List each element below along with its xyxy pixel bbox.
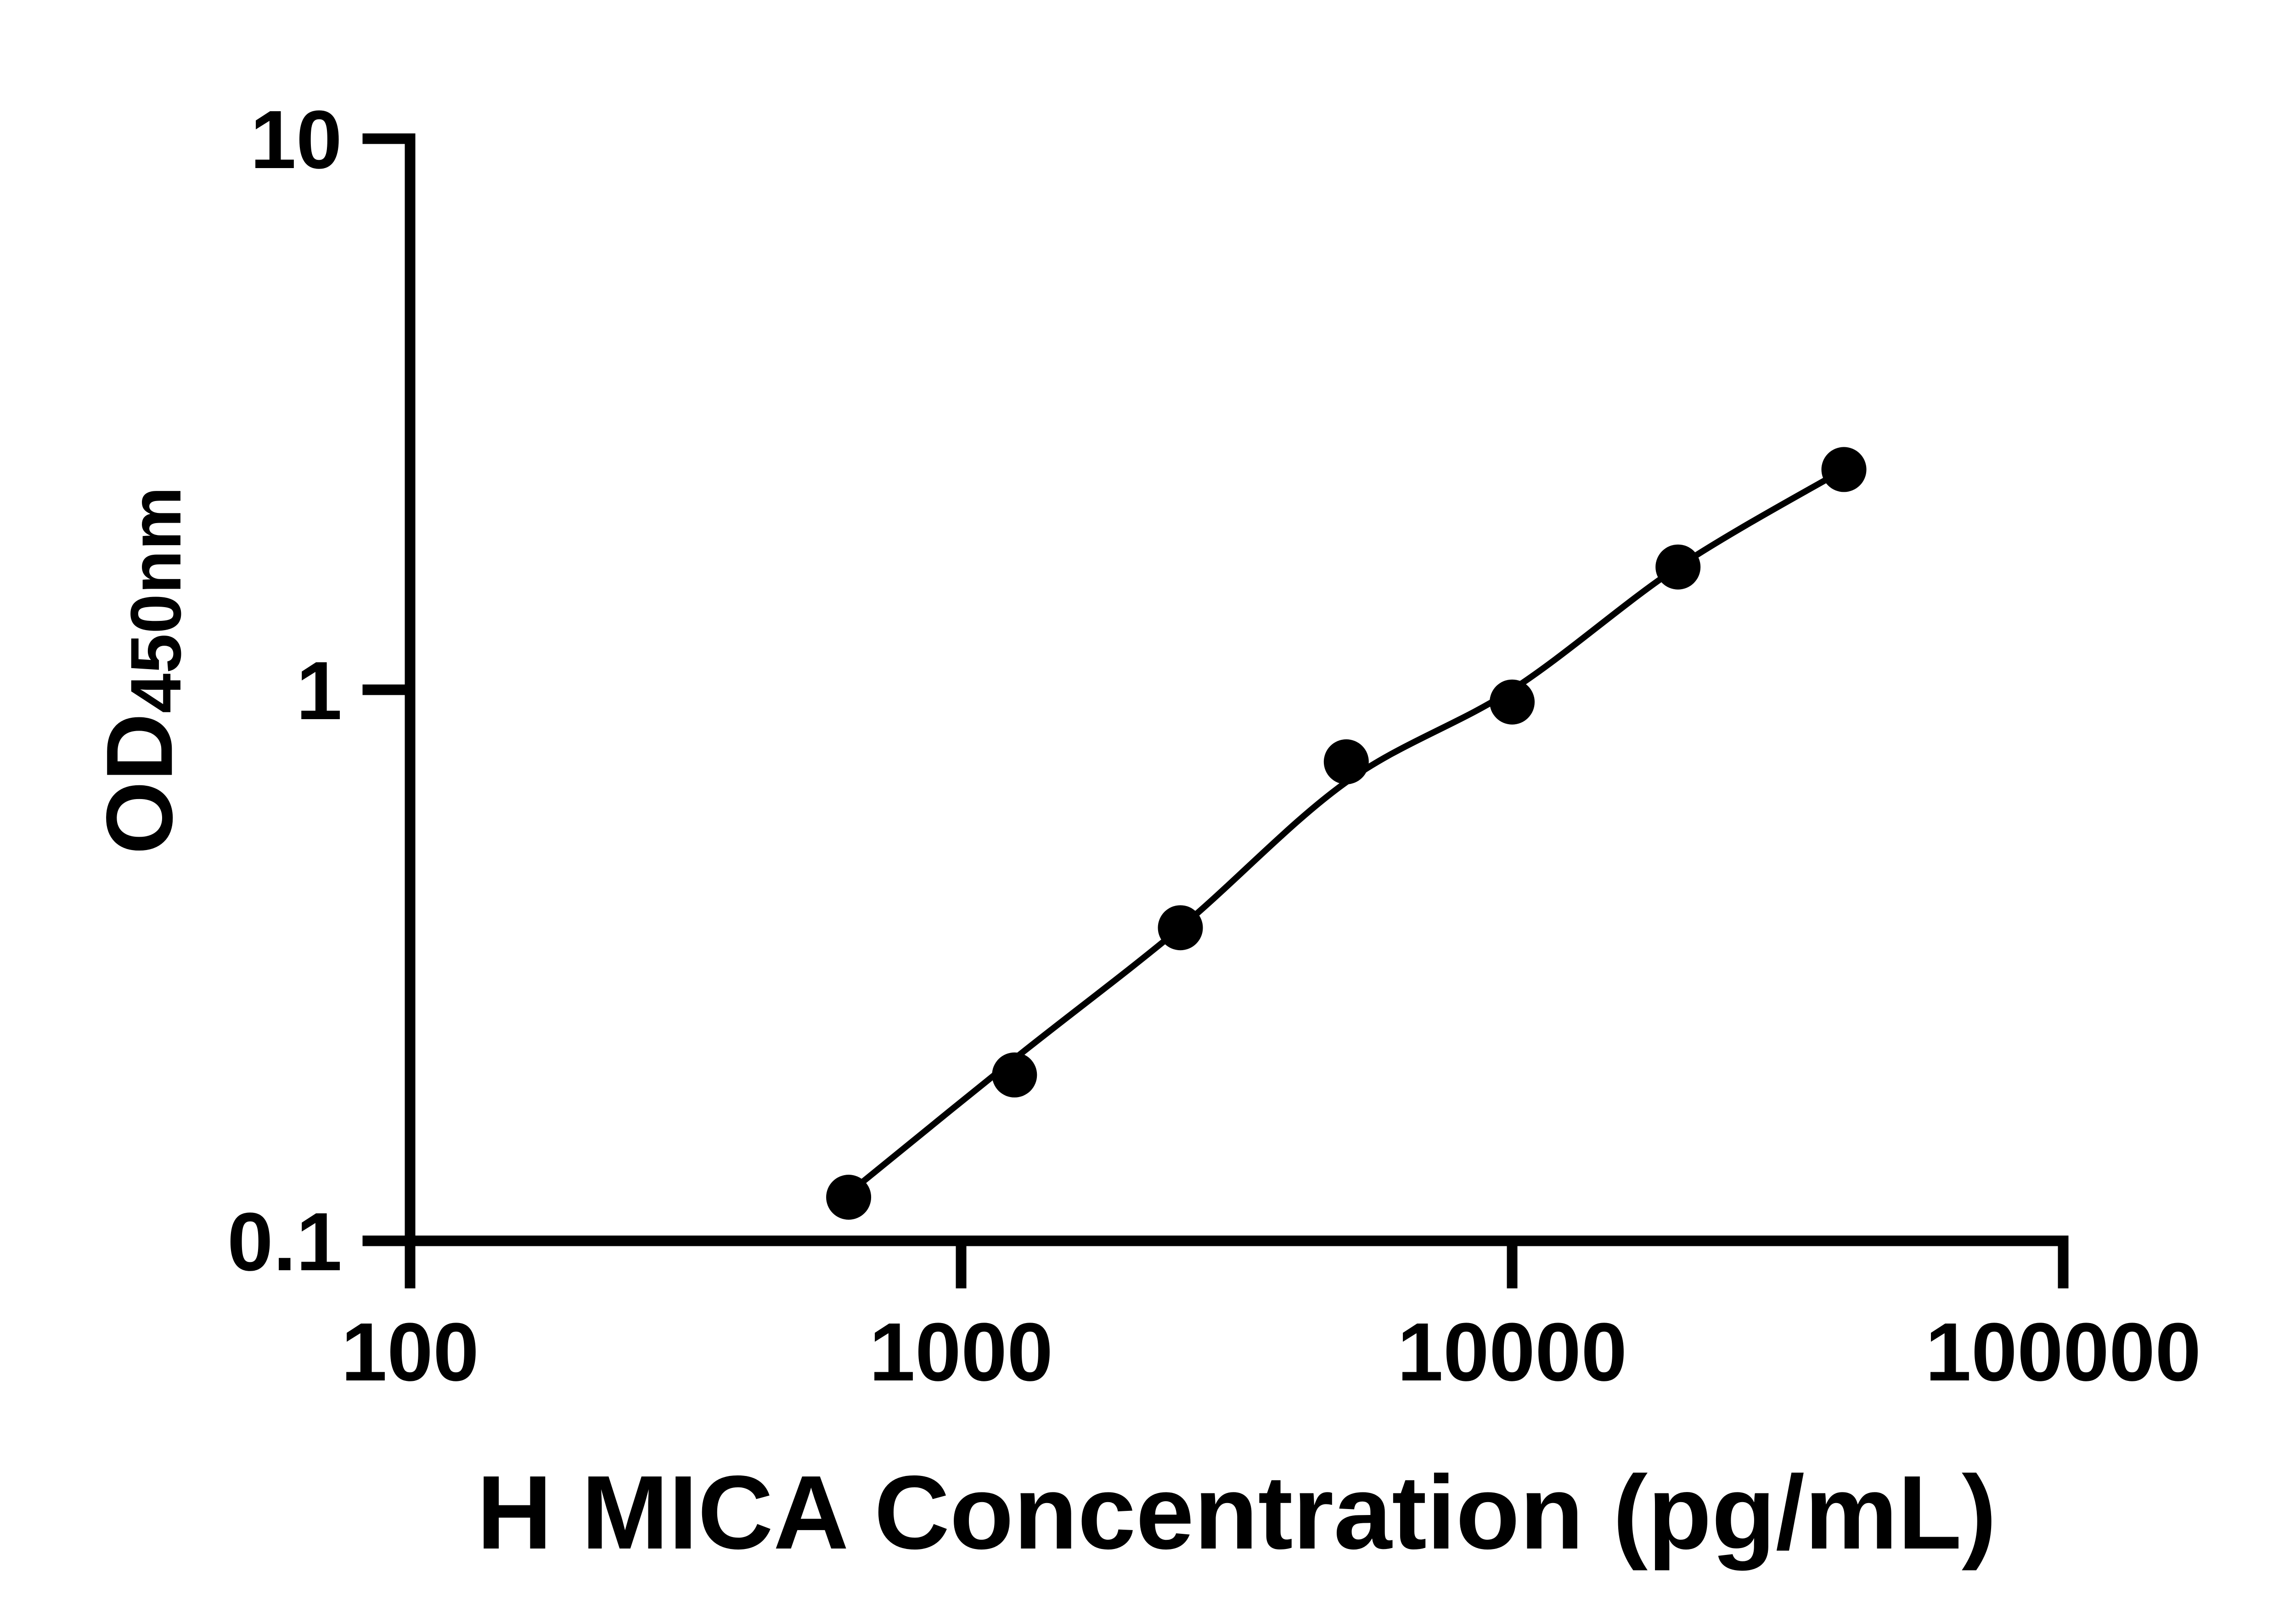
y-tick-label-0.1: 0.1 [227,1196,342,1288]
y-axis-title-subscript: 450nm [116,486,196,714]
data-point-10000pg [1490,679,1535,725]
y-axis-line [405,133,416,1246]
data-point-20000pg [1655,544,1701,590]
data-point-40000pg [1821,447,1867,492]
x-tick-10000 [1507,1246,1518,1289]
y-tick-label-10: 10 [250,94,342,186]
x-tick-100 [405,1246,416,1289]
y-tick-0.1 [362,1235,405,1246]
x-tick-label-1000: 1000 [869,1306,1053,1398]
x-tick-label-100000: 100000 [1925,1306,2201,1398]
x-axis-line [405,1235,2069,1246]
x-tick-1000 [956,1246,967,1289]
data-point-5000pg [1323,739,1369,784]
x-tick-label-10000: 10000 [1397,1306,1627,1398]
x-tick-100000 [2058,1246,2069,1289]
y-tick-10 [362,133,405,144]
data-point-625pg [826,1175,872,1220]
x-axis-title: H MICA Concentration (pg/mL) [477,1454,1997,1571]
y-tick-1 [362,684,405,695]
x-tick-label-100: 100 [341,1306,479,1398]
y-tick-label-1: 1 [296,645,342,737]
y-axis-title-main: OD [87,713,192,855]
data-point-1250pg [992,1052,1037,1098]
y-axis-title: OD450nm [87,486,196,854]
data-point-2500pg [1158,905,1203,951]
